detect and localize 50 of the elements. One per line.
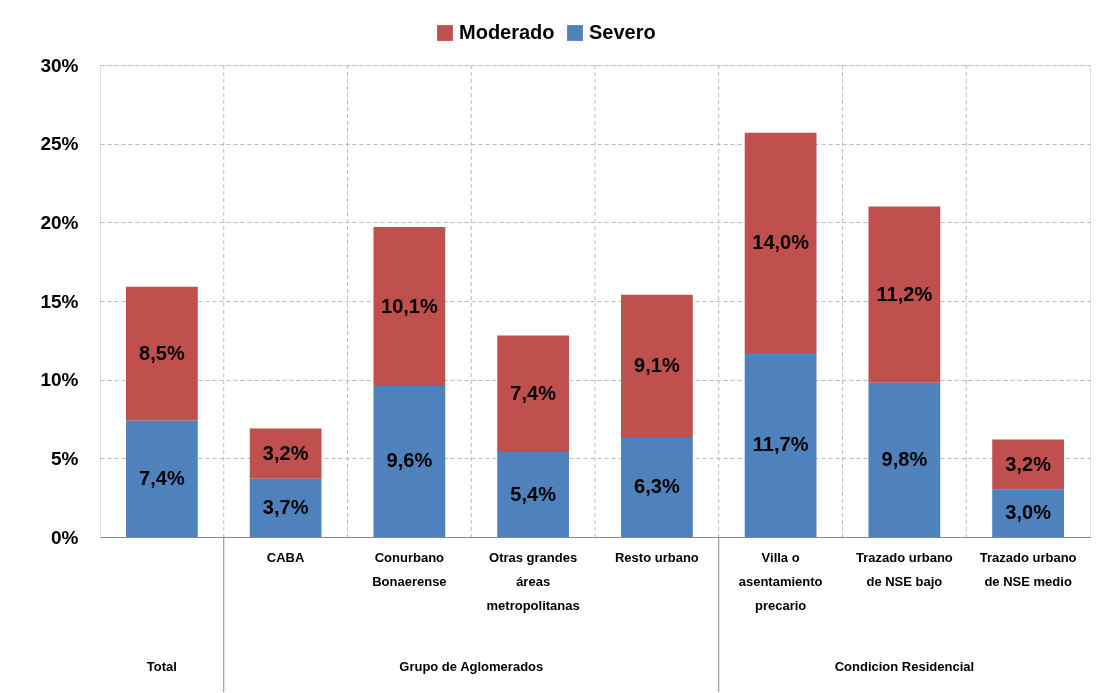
data-label: 9,6% xyxy=(386,449,433,472)
bar xyxy=(125,420,198,537)
x-tick-label: Resto urbano xyxy=(614,549,699,565)
data-label: 9,1% xyxy=(634,354,680,377)
text: Total xyxy=(146,659,177,674)
data-label: 14,0% xyxy=(752,230,810,253)
y-tick-label: 5% xyxy=(51,447,79,469)
data-label: 3,2% xyxy=(1005,452,1052,475)
data-label: 8,5% xyxy=(139,341,185,364)
data-label: 11,7% xyxy=(752,432,809,455)
legend-label: Severo xyxy=(589,21,656,43)
data-label: 3,0% xyxy=(1005,501,1052,524)
data-label: 9,8% xyxy=(881,447,928,470)
x-tick-label: CABA xyxy=(266,549,306,565)
bar xyxy=(373,227,446,386)
bar xyxy=(992,439,1065,490)
y-tick-label: 10% xyxy=(40,369,79,391)
x-tick-label: Conurbano Bonaerense xyxy=(372,549,447,589)
data-label: 7,4% xyxy=(510,381,557,404)
bar xyxy=(620,437,693,537)
x-tick-label: Trazado urbano de NSE medio xyxy=(979,549,1077,589)
text: Grupo de Aglomerados xyxy=(399,659,544,674)
bar xyxy=(249,428,322,479)
bar xyxy=(497,452,570,537)
data-label: 10,1% xyxy=(381,294,438,317)
y-tick-label: 15% xyxy=(40,290,79,312)
bar xyxy=(125,286,198,421)
bar xyxy=(620,294,693,438)
bar xyxy=(497,335,570,453)
y-tick-label: 0% xyxy=(51,526,79,548)
bar xyxy=(249,478,322,537)
bar xyxy=(744,132,817,353)
legend-label: Moderado xyxy=(459,21,555,43)
x-tick-label: Trazado urbano de NSE bajo xyxy=(855,549,953,589)
data-label: 6,3% xyxy=(634,475,680,498)
bar xyxy=(868,206,941,383)
data-label: 11,2% xyxy=(876,282,933,305)
y-tick-label: 30% xyxy=(40,54,79,76)
x-tick-label: Villa o asentamiento precario xyxy=(738,549,823,613)
bar xyxy=(868,382,941,537)
data-label: 5,4% xyxy=(510,482,557,505)
bar xyxy=(373,385,446,537)
y-tick-label: 25% xyxy=(40,133,79,155)
bar xyxy=(744,352,817,537)
text: Condicion Residencial xyxy=(834,659,975,674)
data-label: 3,2% xyxy=(262,441,309,464)
data-label: 3,7% xyxy=(262,495,309,518)
y-tick-label: 20% xyxy=(40,211,79,233)
x-tick-label: Otras grandes áreas metropolitanas xyxy=(486,549,580,613)
data-label: 7,4% xyxy=(139,466,185,489)
